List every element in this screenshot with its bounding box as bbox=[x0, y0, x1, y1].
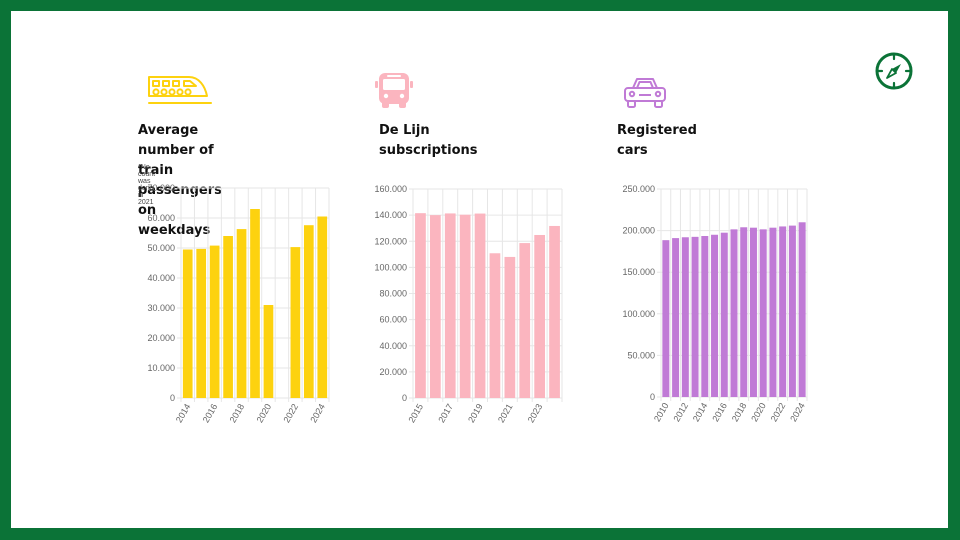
y-tick-label: 50.000 bbox=[147, 243, 175, 253]
y-tick-label: 120.000 bbox=[374, 236, 407, 246]
cars-title: Registered cars bbox=[617, 123, 697, 158]
train-title: Average number of train passengers on we… bbox=[138, 121, 222, 241]
x-tick-label: 2022 bbox=[769, 401, 788, 423]
y-tick-label: 250.000 bbox=[622, 184, 655, 194]
y-tick-label: 140.000 bbox=[374, 210, 407, 220]
x-tick-label: 2020 bbox=[749, 401, 768, 423]
y-tick-label: 20.000 bbox=[379, 367, 407, 377]
train-icon bbox=[148, 76, 212, 104]
x-tick-label: 2019 bbox=[466, 402, 485, 424]
x-tick-label: 2021 bbox=[496, 402, 515, 424]
bar-2022 bbox=[519, 243, 531, 398]
slide-frame: Average number of train passengers on we… bbox=[11, 11, 948, 528]
train-note: *No count was done in 2021 bbox=[138, 164, 156, 206]
bar-2018 bbox=[740, 227, 748, 397]
bar-2011 bbox=[672, 238, 680, 397]
x-tick-label: 2014 bbox=[691, 401, 710, 423]
y-tick-label: 200.000 bbox=[622, 226, 655, 236]
y-tick-label: 0 bbox=[650, 392, 655, 402]
bar-2018 bbox=[236, 229, 247, 398]
x-tick-label: 2017 bbox=[436, 402, 455, 424]
bar-2017 bbox=[730, 229, 738, 397]
bar-2012 bbox=[681, 237, 689, 397]
bar-2016 bbox=[209, 245, 220, 398]
x-tick-label: 2018 bbox=[730, 401, 749, 423]
bar-2023 bbox=[534, 234, 546, 398]
bar-2022 bbox=[290, 247, 301, 398]
y-tick-label: 100.000 bbox=[374, 262, 407, 272]
bus-chart: 0 20.000 40.000 60.000 80.000 100.000 120.000 1… bbox=[374, 184, 563, 424]
x-tick-label: 2018 bbox=[228, 402, 247, 424]
bar-2020 bbox=[489, 253, 501, 398]
bus-title: De Lijn subscriptions bbox=[379, 123, 478, 158]
y-tick-label: 20.000 bbox=[147, 333, 175, 343]
y-tick-label: 30.000 bbox=[147, 303, 175, 313]
compass-icon bbox=[875, 52, 913, 90]
bar-2016 bbox=[720, 232, 728, 397]
y-tick-label: 70.000 bbox=[147, 183, 175, 193]
x-tick-label: 2022 bbox=[281, 402, 300, 424]
bar-2018 bbox=[459, 214, 471, 398]
x-tick-label: 2012 bbox=[671, 401, 690, 423]
bar-2017 bbox=[223, 236, 233, 398]
bar-2013 bbox=[691, 236, 699, 397]
bar-2019 bbox=[250, 209, 260, 398]
x-tick-label: 2024 bbox=[308, 402, 327, 424]
bar-2016 bbox=[429, 215, 441, 398]
bar-2021 bbox=[769, 227, 777, 397]
y-tick-label: 100.000 bbox=[622, 309, 655, 319]
bar-2015 bbox=[415, 213, 426, 398]
bar-2023 bbox=[303, 225, 314, 398]
car-icon bbox=[624, 78, 666, 108]
bar-2020 bbox=[759, 229, 767, 397]
bar-2024 bbox=[317, 216, 328, 398]
bar-2021 bbox=[504, 256, 516, 398]
y-tick-label: 60.000 bbox=[379, 315, 407, 325]
bar-2024 bbox=[549, 225, 560, 398]
bar-2015 bbox=[711, 234, 719, 397]
x-tick-label: 2016 bbox=[201, 402, 220, 424]
bar-2019 bbox=[749, 227, 757, 397]
y-tick-label: 80.000 bbox=[379, 289, 407, 299]
bar-2014 bbox=[182, 249, 193, 398]
y-tick-label: 40.000 bbox=[147, 273, 175, 283]
y-tick-label: 150.000 bbox=[622, 267, 655, 277]
x-tick-label: 2015 bbox=[407, 402, 426, 424]
y-tick-label: 60.000 bbox=[147, 213, 175, 223]
train-title-line1: Average number of train bbox=[138, 123, 214, 178]
bus-icon bbox=[375, 73, 413, 108]
y-tick-label: 10.000 bbox=[147, 363, 175, 373]
x-tick-label: 2024 bbox=[788, 401, 807, 423]
x-tick-label: 2020 bbox=[255, 402, 274, 424]
bar-2019 bbox=[474, 213, 486, 398]
y-tick-label: 0 bbox=[402, 393, 407, 403]
x-tick-label: 2016 bbox=[710, 401, 729, 423]
bar-2015 bbox=[196, 248, 207, 398]
y-tick-label: 0 bbox=[170, 393, 175, 403]
x-tick-label: 2010 bbox=[652, 401, 671, 423]
bar-2024 bbox=[798, 222, 806, 397]
bar-2017 bbox=[444, 213, 456, 398]
x-tick-label: 2014 bbox=[174, 402, 193, 424]
bar-2014 bbox=[701, 236, 709, 397]
y-tick-label: 50.000 bbox=[627, 350, 655, 360]
train-chart: 0 10.000 20.000 30.000 40.000 50.000 60.000 70.… bbox=[147, 183, 330, 424]
x-tick-label: 2023 bbox=[526, 402, 545, 424]
bar-2020 bbox=[263, 305, 274, 398]
y-tick-label: 40.000 bbox=[379, 341, 407, 351]
train-title-line2: passengers on weekdays bbox=[138, 183, 222, 238]
y-tick-label: 160.000 bbox=[374, 184, 407, 194]
bar-2023 bbox=[788, 225, 796, 397]
bar-2010 bbox=[662, 240, 670, 397]
bar-2022 bbox=[779, 226, 787, 397]
